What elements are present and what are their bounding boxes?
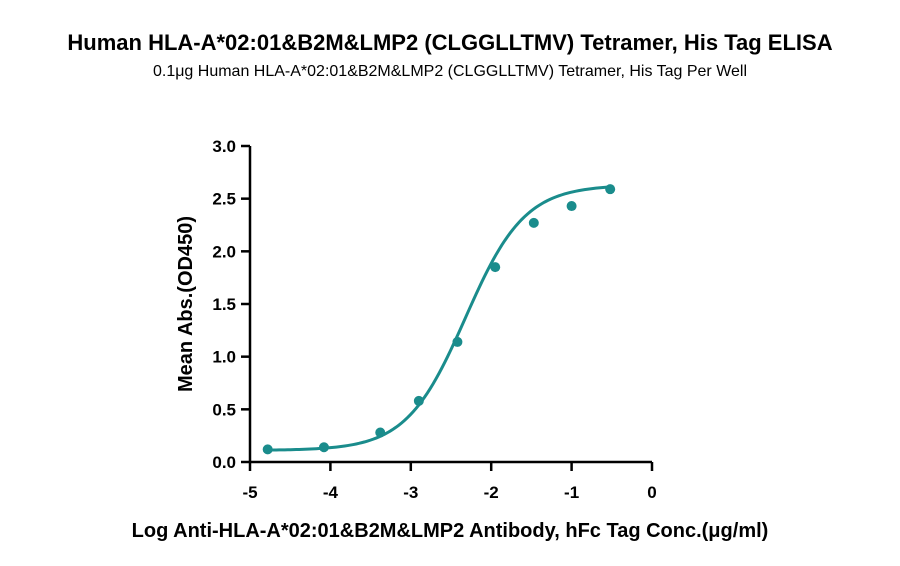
data-point: [452, 336, 463, 347]
y-tick-label: 1.5: [212, 295, 236, 314]
chart-subtitle: 0.1μg Human HLA-A*02:01&B2M&LMP2 (CLGGLL…: [152, 63, 748, 80]
fit-curve-layer: [267, 185, 611, 452]
y-tick-label: 2.0: [212, 242, 236, 261]
x-tick-label: 0: [647, 483, 656, 502]
data-point: [375, 427, 386, 438]
y-axis-title: Mean Abs.(OD450): [175, 216, 197, 392]
data-point: [413, 395, 424, 406]
data-point: [528, 217, 539, 228]
data-point: [605, 184, 616, 195]
data-point: [566, 201, 577, 212]
fit-curve: [267, 185, 611, 452]
y-tick-label: 2.5: [212, 190, 236, 209]
x-tick-label: -1: [564, 483, 579, 502]
x-tick-label: -4: [323, 483, 339, 502]
chart-title: Human HLA-A*02:01&B2M&LMP2 (CLGGLLTMV) T…: [67, 30, 833, 55]
x-tick-label: -3: [403, 483, 418, 502]
axes: 0.0 0.5 1.0 1.5 2.0 2.5 3.0 -5 -4 -3 -2 -1 0: [212, 137, 656, 502]
y-tick-label: 1.0: [212, 348, 236, 367]
y-tick-label: 3.0: [212, 137, 236, 156]
data-point: [262, 444, 273, 455]
x-tick-label: -5: [242, 483, 257, 502]
data-point: [490, 262, 501, 273]
y-tick-label: 0.5: [212, 400, 236, 419]
y-tick-label: 0.0: [212, 453, 236, 472]
x-axis-title: Log Anti-HLA-A*02:01&B2M&LMP2 Antibody, …: [132, 520, 769, 542]
data-points-layer: [262, 184, 616, 455]
x-tick-label: -2: [484, 483, 499, 502]
data-point: [318, 442, 329, 453]
